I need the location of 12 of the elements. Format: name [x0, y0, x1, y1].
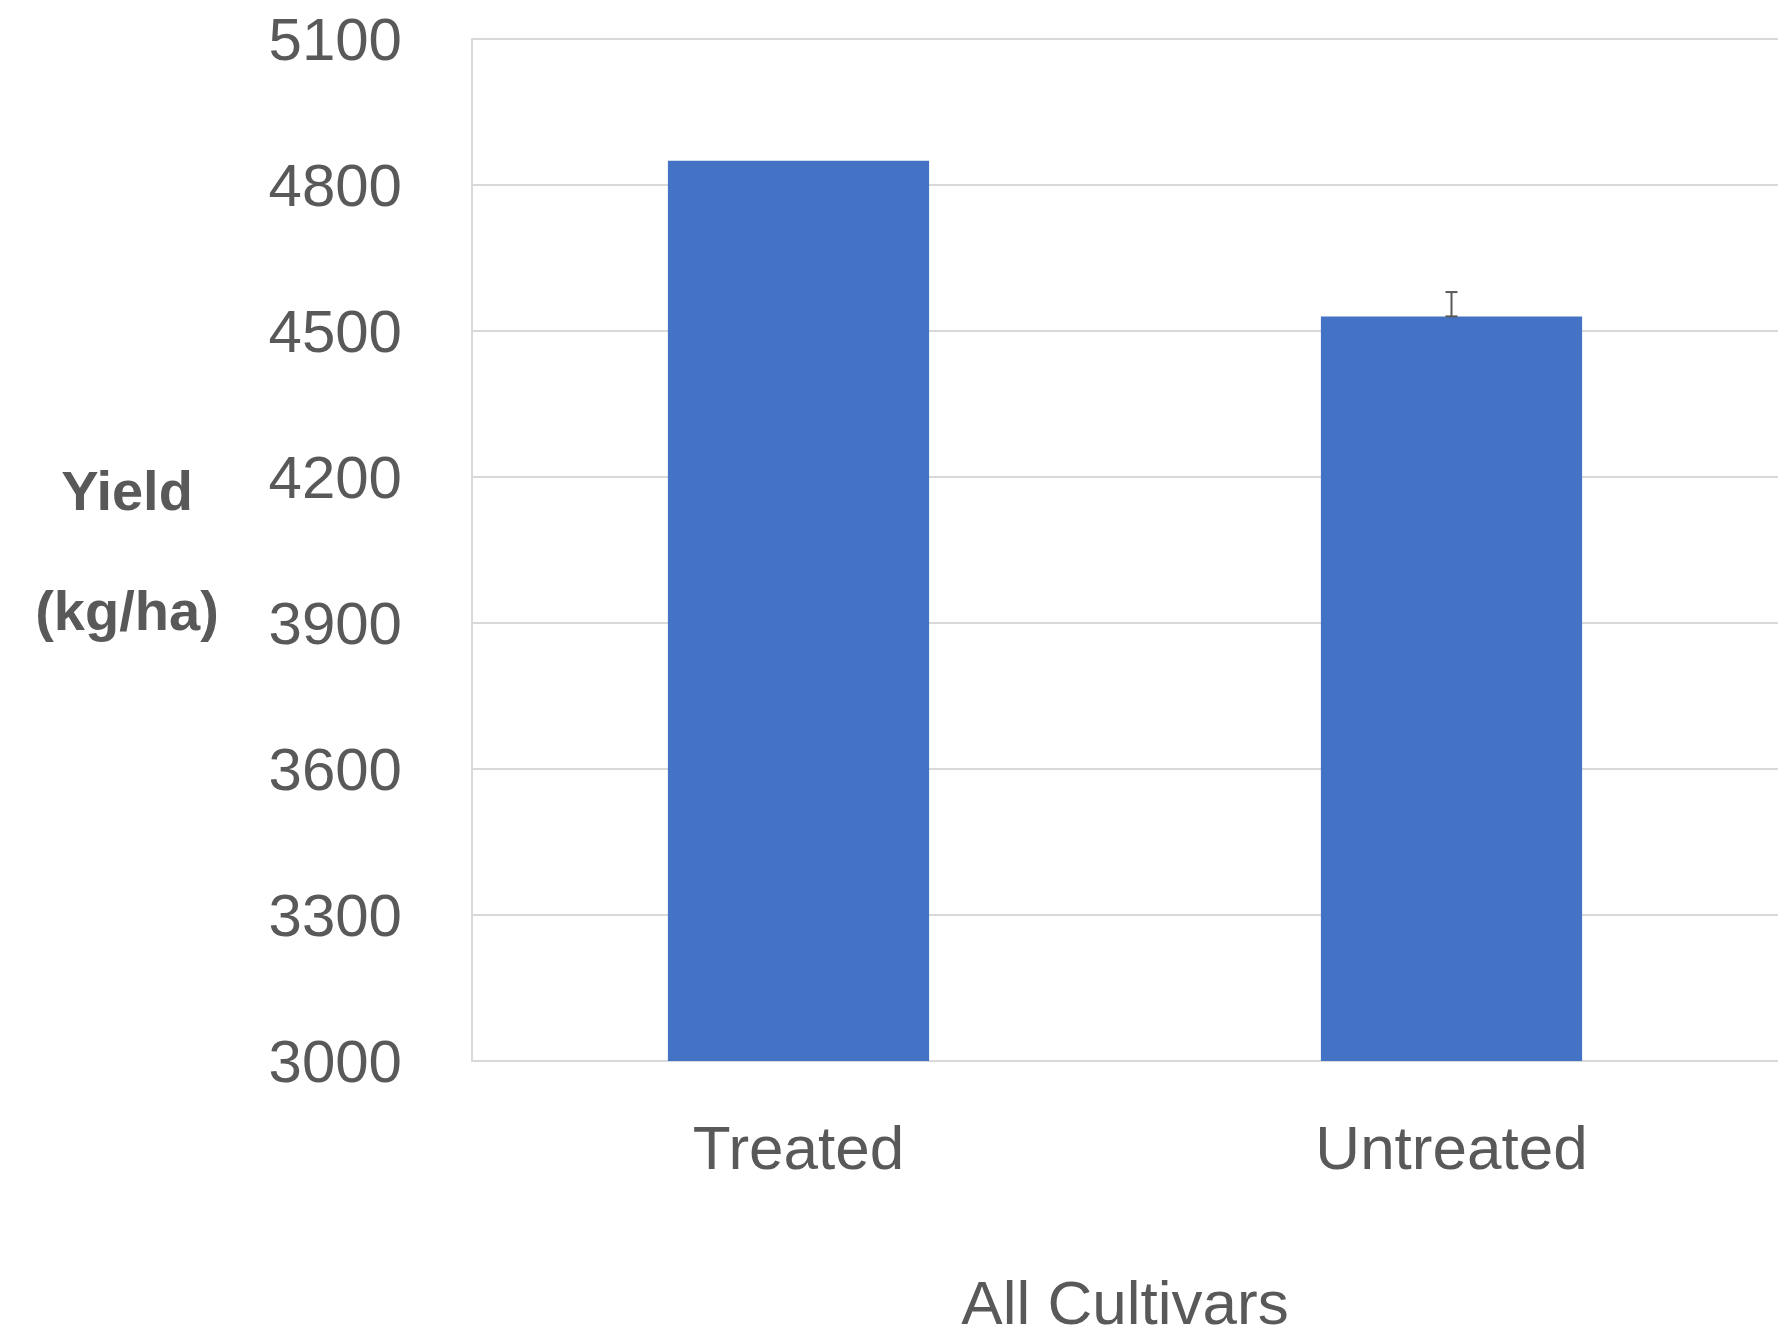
y-tick-label: 4800 [268, 151, 402, 219]
y-tick-label: 4200 [268, 443, 402, 511]
y-tick-label: 3000 [268, 1027, 402, 1095]
y-axis-title: Yield (kg/ha) [35, 458, 219, 642]
y-tick-label: 5100 [268, 5, 402, 73]
y-tick-label: 4500 [268, 297, 402, 365]
x-axis-title: All Cultivars [961, 1267, 1289, 1337]
y-tick-label: 3900 [268, 589, 402, 657]
y-tick-label: 3300 [268, 881, 402, 949]
x-tick-label: Untreated [1315, 1112, 1588, 1182]
x-tick-label: Treated [692, 1112, 905, 1182]
y-tick-label: 3600 [268, 735, 402, 803]
